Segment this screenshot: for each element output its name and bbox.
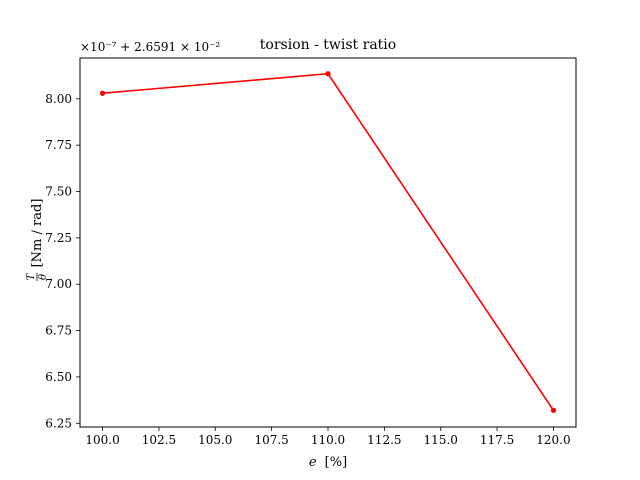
y-tick-label: 6.50 [45,370,72,384]
y-offset-text: ×10⁻⁷ + 2.6591 × 10⁻² [80,40,220,54]
y-axis-label-numerator: T [26,272,37,280]
y-tick-label: 6.75 [45,324,72,338]
y-axis: 6.25 6.50 6.75 7.00 7.25 7.50 7.75 8.00 [45,92,80,430]
y-tick-label: 7.00 [45,277,72,291]
series-layer [99,71,557,413]
y-tick-label: 7.75 [45,138,72,152]
x-tick-label: 102.5 [142,433,176,447]
data-point [99,90,106,96]
x-tick-label: 100.0 [85,433,119,447]
chart-title: torsion - twist ratio [260,37,396,53]
x-axis-label-unit: [%] [325,455,348,470]
x-tick-label: 120.0 [536,433,570,447]
y-tick-label: 7.25 [45,231,72,245]
y-axis-label-unit: [Nm / rad] [30,199,45,268]
data-point [325,71,331,77]
x-axis-label: e [%] [309,455,347,470]
x-axis-label-var: e [309,455,317,470]
y-axis-label-denominator: θ [38,274,49,280]
y-tick-label: 7.50 [45,185,72,199]
x-axis: 100.0 102.5 105.0 107.5 110.0 112.5 115.0 117.5… [85,427,571,447]
x-tick-label: 105.0 [198,433,232,447]
y-tick-label: 8.00 [45,92,72,106]
x-tick-label: 115.0 [424,433,458,447]
y-tick-label: 6.25 [45,416,72,430]
x-tick-label: 117.5 [480,433,514,447]
data-point [550,407,557,413]
x-tick-label: 110.0 [311,433,345,447]
x-tick-label: 112.5 [367,433,401,447]
x-tick-label: 107.5 [254,433,288,447]
y-axis-label: T θ [Nm / rad] [26,199,49,281]
